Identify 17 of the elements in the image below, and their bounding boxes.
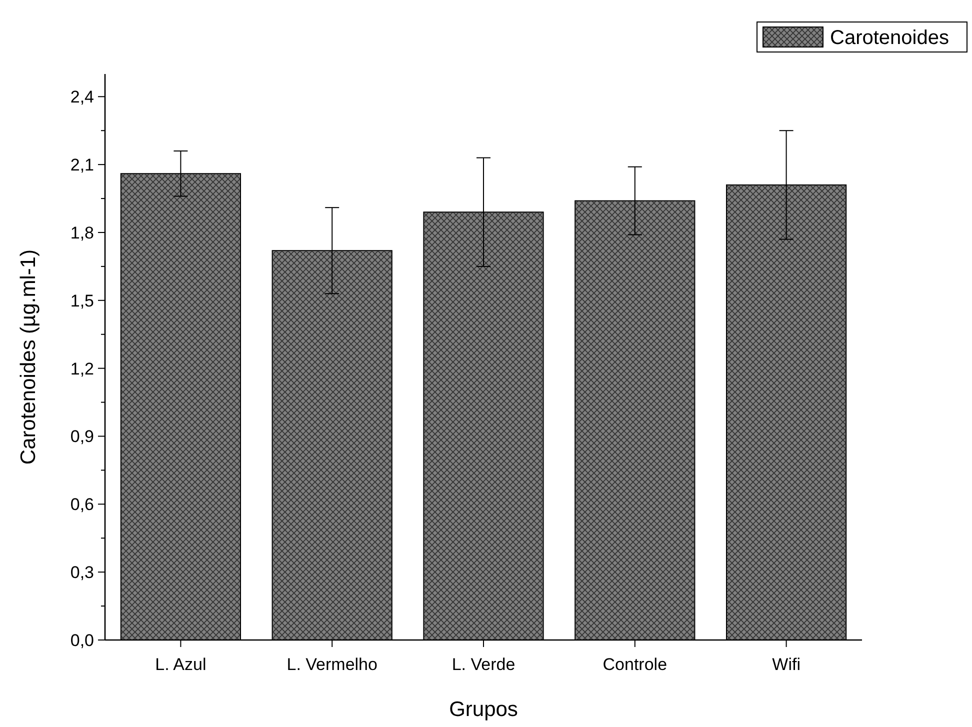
- y-tick-label: 0,9: [70, 427, 94, 446]
- y-tick-label: 1,5: [70, 291, 94, 310]
- y-tick-label: 0,0: [70, 630, 94, 650]
- x-tick-label: Controle: [602, 655, 668, 674]
- x-axis-title: Grupos: [449, 698, 518, 721]
- x-tick-label: L. Verde: [452, 655, 516, 674]
- y-tick-label: 2,1: [70, 156, 94, 175]
- x-tick-label: L. Vermelho: [286, 655, 378, 674]
- y-axis-title: Carotenoides (µg.ml-1): [17, 249, 40, 465]
- y-tick-label: 1,2: [70, 359, 94, 378]
- y-tick-label: 2,4: [70, 88, 94, 107]
- x-tick-label: Wifi: [772, 655, 800, 674]
- legend-label: Carotenoides: [830, 27, 949, 49]
- x-tick-label: L. Azul: [155, 655, 206, 674]
- y-tick-label: 0,6: [70, 495, 94, 514]
- y-tick-label: 0,3: [70, 563, 94, 582]
- y-tick-label: 1,8: [70, 223, 94, 242]
